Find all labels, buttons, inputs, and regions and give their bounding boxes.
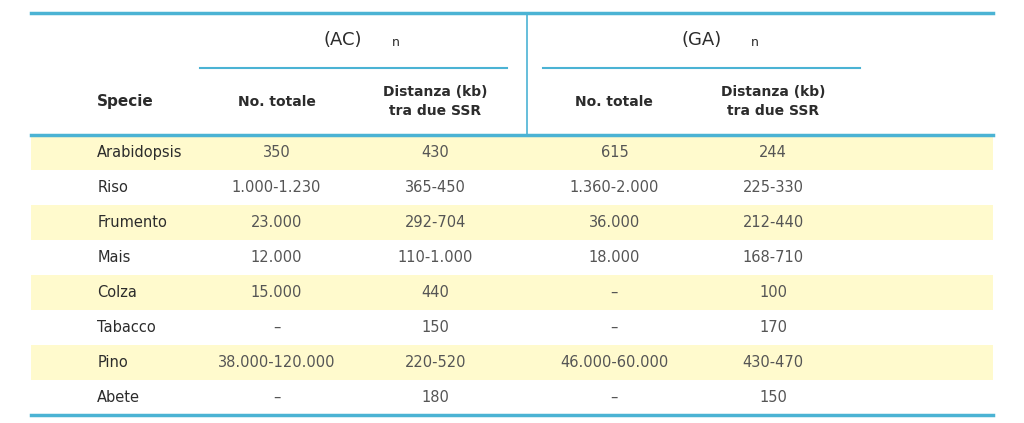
Text: 23.000: 23.000 xyxy=(251,215,302,230)
Text: –: – xyxy=(610,390,618,404)
Text: 1.000-1.230: 1.000-1.230 xyxy=(231,180,322,195)
Text: Abete: Abete xyxy=(97,390,140,404)
Text: 38.000-120.000: 38.000-120.000 xyxy=(218,355,335,370)
Text: No. totale: No. totale xyxy=(238,94,315,109)
Text: 212-440: 212-440 xyxy=(742,215,804,230)
Text: Colza: Colza xyxy=(97,285,137,300)
Text: 15.000: 15.000 xyxy=(251,285,302,300)
Text: (GA): (GA) xyxy=(681,31,722,49)
Text: n: n xyxy=(392,36,400,49)
Text: Distanza (kb)
tra due SSR: Distanza (kb) tra due SSR xyxy=(383,85,487,118)
Text: 150: 150 xyxy=(421,320,450,335)
Text: Tabacco: Tabacco xyxy=(97,320,156,335)
Text: 292-704: 292-704 xyxy=(404,215,466,230)
Text: –: – xyxy=(272,320,281,335)
Text: Frumento: Frumento xyxy=(97,215,167,230)
Text: Distanza (kb)
tra due SSR: Distanza (kb) tra due SSR xyxy=(721,85,825,118)
Text: 220-520: 220-520 xyxy=(404,355,466,370)
Text: 180: 180 xyxy=(421,390,450,404)
Text: No. totale: No. totale xyxy=(575,94,653,109)
Text: 440: 440 xyxy=(421,285,450,300)
Text: 225-330: 225-330 xyxy=(742,180,804,195)
Text: 170: 170 xyxy=(759,320,787,335)
Text: 430-470: 430-470 xyxy=(742,355,804,370)
Text: Mais: Mais xyxy=(97,250,131,265)
Bar xyxy=(31,135,993,170)
Text: Specie: Specie xyxy=(97,94,154,109)
Text: 46.000-60.000: 46.000-60.000 xyxy=(560,355,669,370)
Text: –: – xyxy=(272,390,281,404)
Bar xyxy=(31,205,993,240)
Bar xyxy=(31,275,993,310)
Text: Arabidopsis: Arabidopsis xyxy=(97,146,182,160)
Text: 1.360-2.000: 1.360-2.000 xyxy=(569,180,659,195)
Text: –: – xyxy=(610,285,618,300)
Text: 36.000: 36.000 xyxy=(589,215,640,230)
Text: 615: 615 xyxy=(600,146,629,160)
Text: 168-710: 168-710 xyxy=(742,250,804,265)
Bar xyxy=(31,345,993,380)
Text: 18.000: 18.000 xyxy=(589,250,640,265)
Text: 150: 150 xyxy=(759,390,787,404)
Text: (AC): (AC) xyxy=(324,31,362,49)
Text: 350: 350 xyxy=(262,146,291,160)
Text: Pino: Pino xyxy=(97,355,128,370)
Text: 100: 100 xyxy=(759,285,787,300)
Text: –: – xyxy=(610,320,618,335)
Text: 244: 244 xyxy=(759,146,787,160)
Text: 12.000: 12.000 xyxy=(251,250,302,265)
Text: Riso: Riso xyxy=(97,180,128,195)
Text: n: n xyxy=(751,36,759,49)
Text: 430: 430 xyxy=(421,146,450,160)
Text: 365-450: 365-450 xyxy=(404,180,466,195)
Text: 110-1.000: 110-1.000 xyxy=(397,250,473,265)
